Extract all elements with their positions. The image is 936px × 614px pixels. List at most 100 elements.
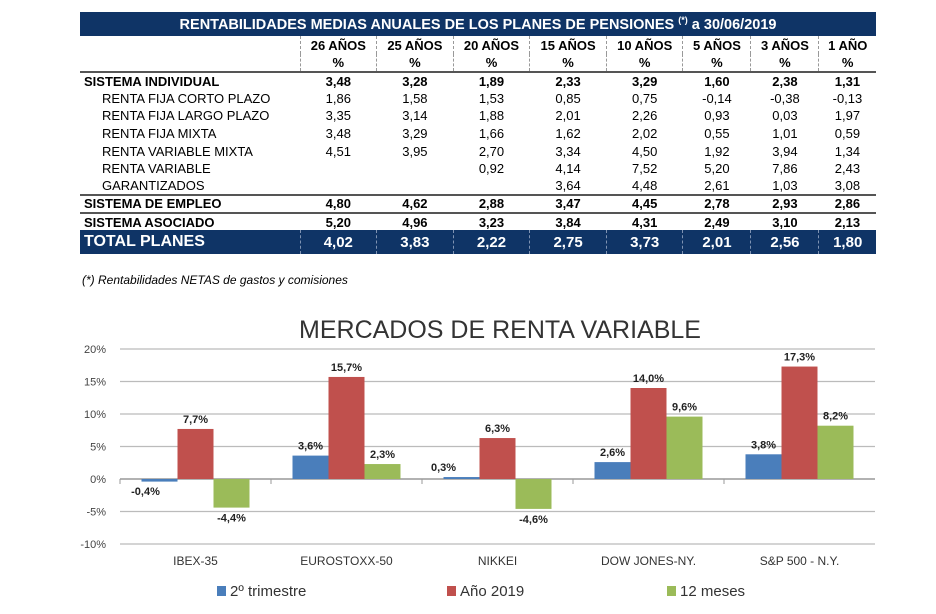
column-unit: % [529,54,607,72]
cell-value: 1,53 [478,90,505,106]
row-label: RENTA VARIABLE MIXTA [102,143,253,159]
cell-value: -0,13 [832,90,863,106]
x-tick-label: IBEX-35 [173,554,218,568]
cell-value: 3,14 [402,108,428,124]
y-tick-label: 20% [84,344,106,356]
data-label: 6,3% [485,423,510,435]
cell-value: 0,55 [704,126,730,142]
cell-value: 1,31 [818,71,876,90]
cell-value: 2,22 [452,230,530,255]
cell-value [377,178,454,196]
cell-value: 1,86 [325,90,351,106]
table-row: SISTEMA DE EMPLEO 4,80 4,62 2,88 3,47 4,45 2,7… [80,194,876,213]
cell-value: 1,03 [772,178,798,194]
cell-value: 1,58 [402,90,428,106]
cell-value: 2,49 [682,211,751,231]
bar-a-o-2019 [630,388,667,479]
bar-2-trimestre [594,462,631,479]
row-label: SISTEMA INDIVIDUAL [80,71,300,90]
cell-value: 4,50 [632,143,658,159]
chart-title: MERCADOS DE RENTA VARIABLE [299,316,701,344]
cell-value: 4,31 [606,211,683,231]
cell-value: 7,86 [772,161,798,177]
bar-12-meses [817,425,854,479]
y-tick-label: 5% [90,442,106,454]
row-label: RENTA FIJA CORTO PLAZO [102,90,271,106]
cell-value: -0,14 [702,90,732,106]
table-title: RENTABILIDADES MEDIAS ANUALES DE LOS PLA… [80,12,876,36]
column-unit: % [750,54,819,72]
data-label: 2,3% [370,449,395,461]
data-label: -4,6% [519,514,548,526]
cell-value: 3,73 [605,230,683,255]
row-label: RENTA FIJA LARGO PLAZO [102,108,270,124]
legend-label: Año 2019 [460,583,524,600]
column-unit: % [452,54,530,72]
row-label: RENTA VARIABLE [102,161,211,177]
row-label: RENTA FIJA MIXTA [102,126,217,142]
cell-value: 1,60 [682,71,751,90]
cell-value: 1,80 [818,230,876,255]
cell-value: 3,35 [325,108,351,124]
column-unit: % [682,54,751,72]
table-row: RENTA FIJA CORTO PLAZO 1,86 1,58 1,53 0,85 0,… [80,90,876,108]
cell-value: 1,62 [555,126,581,142]
legend-label: 2º trimestre [230,583,306,600]
data-label: 15,7% [331,362,362,374]
cell-value: 3,48 [300,71,377,90]
column-unit: % [299,54,377,72]
cell-value: 3,28 [376,71,454,90]
pension-returns-table: RENTABILIDADES MEDIAS ANUALES DE LOS PLA… [80,12,876,255]
table-row: RENTA VARIABLE 0,92 4,14 7,52 5,20 7,86 2,43 [80,160,876,178]
cell-value: 3,48 [325,126,351,142]
column-header: 1 AÑO [818,36,876,54]
cell-value: 2,43 [834,161,861,177]
x-tick-label: NIKKEI [478,554,517,568]
cell-value: 2,88 [453,194,530,213]
row-label: SISTEMA DE EMPLEO [80,194,300,213]
cell-value: 0,59 [834,126,861,142]
column-unit: % [605,54,683,72]
cell-value: 7,52 [632,161,658,177]
column-header: 10 AÑOS [605,36,683,54]
bar-a-o-2019 [479,438,516,479]
row-label: SISTEMA ASOCIADO [80,211,300,231]
data-label: -4,4% [217,513,246,525]
table-footnote: (*) Rentabilidades NETAS de gastos y com… [82,273,348,287]
cell-value: 2,01 [555,108,581,124]
data-label: 8,2% [823,411,848,423]
cell-value: 3,23 [453,211,530,231]
table-row: GARANTIZADOS 3,64 4,48 2,61 1,03 3,08 [80,178,876,196]
cell-value: 3,08 [834,178,861,194]
cell-value: 2,75 [529,230,607,255]
data-label: 14,0% [633,373,664,385]
cell-value: 3,84 [529,211,607,231]
data-label: 0,3% [431,462,456,474]
bar-2-trimestre [141,479,178,482]
bar-12-meses [515,479,552,509]
cell-value: 1,01 [772,126,798,142]
cell-value [300,178,377,196]
cell-value: 2,33 [529,71,607,90]
column-unit: % [376,54,454,72]
cell-value: 0,85 [555,90,581,106]
cell-value: 3,83 [376,230,454,255]
cell-value: 4,51 [325,143,351,159]
cell-value: 4,62 [376,194,454,213]
y-tick-label: 0% [90,474,106,486]
cell-value: 2,93 [750,194,819,213]
column-header: 20 AÑOS [452,36,530,54]
cell-value: 3,94 [772,143,798,159]
column-header: 3 AÑOS [750,36,819,54]
bar-12-meses [213,479,250,508]
column-header: 25 AÑOS [376,36,454,54]
column-header: 15 AÑOS [529,36,607,54]
bar-a-o-2019 [177,428,214,479]
cell-value: 3,10 [750,211,819,231]
data-label: 17,3% [784,352,815,364]
cell-value: 2,86 [818,194,876,213]
cell-value: 2,38 [750,71,819,90]
cell-value: 2,01 [682,230,751,255]
cell-value: -0,38 [770,90,800,106]
bar-a-o-2019 [328,376,365,479]
